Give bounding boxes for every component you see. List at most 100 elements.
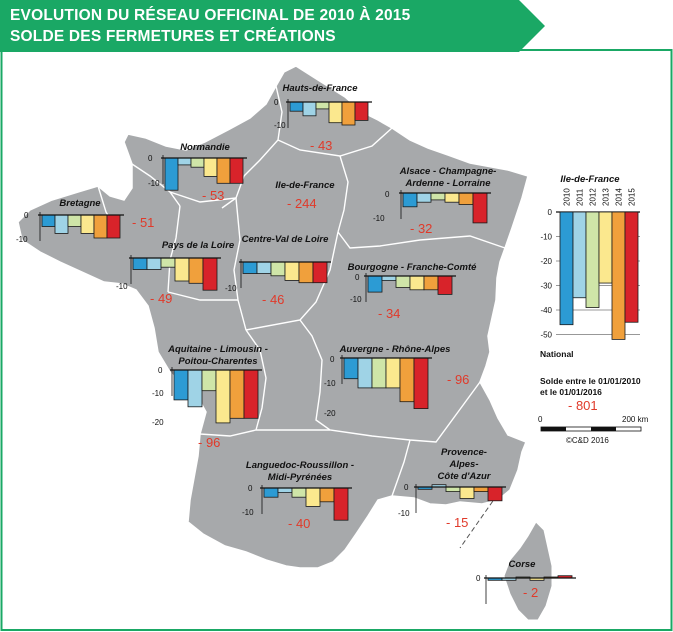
bar-2014 (229, 369, 245, 419)
region-total: - 32 (410, 221, 432, 236)
region-label: Provence- (441, 447, 487, 458)
region-label: Hauts-de-France (283, 83, 359, 94)
tick-label: -10 (373, 214, 385, 223)
tick-label: -10 (242, 508, 254, 517)
region-label: Ile-de-France (275, 180, 335, 191)
region-corse: Corse 0 - 2 (476, 559, 576, 604)
bar-2013 (328, 101, 343, 124)
year-label-2010: 2010 (563, 188, 572, 206)
bar-2013 (80, 214, 95, 234)
region-label: Côte d'Azur (438, 471, 492, 482)
region-label: Alpes- (448, 459, 478, 470)
national-text-line2: et le 01/01/2016 (540, 387, 602, 397)
tick-label: 0 (24, 211, 29, 220)
bar-2015 (472, 192, 488, 224)
region-label: Alsace - Champagne- (399, 166, 497, 177)
year-label-2014: 2014 (615, 188, 624, 206)
bar-2012 (315, 101, 330, 110)
region-normandie: Normandie 0 -10 - 53 (148, 142, 247, 203)
tick-label: 0 (404, 483, 409, 492)
tick-label: -20 (324, 409, 336, 418)
idf-bar-2015 (624, 211, 639, 323)
region-ile-de-france-small: Ile-de-France - 244 (275, 180, 335, 211)
region-label: Normandie (180, 142, 230, 153)
title-line-2: SOLDE DES FERMETURES ET CRÉATIONS (10, 28, 336, 45)
tick-label: 0 (274, 98, 279, 107)
idf-tick-label: -30 (540, 282, 552, 291)
idf-bar-2011 (572, 211, 587, 299)
region-aquitaine: Aquitaine - Limousin -Poitou-Charentes 0 -… (152, 344, 268, 450)
bar-2011 (256, 261, 272, 274)
idf-chart: Ile-de-France 2010 2011 2012 2013 2014 2015 0 -1… (540, 174, 640, 340)
idf-bar-2014 (611, 211, 626, 340)
tick-label: 0 (148, 154, 153, 163)
national-text-line1: Solde entre le 01/01/2010 (540, 376, 641, 386)
region-total: - 49 (150, 291, 172, 306)
bar-2012 (395, 275, 411, 288)
idf-bar-2013 (598, 211, 613, 284)
bar-2014 (93, 214, 108, 239)
tick-label: -20 (152, 418, 164, 427)
idf-bar-2012 (585, 211, 600, 308)
region-label: Poitou-Charentes (178, 356, 257, 367)
region-total: - 96 (447, 372, 469, 387)
region-total: - 40 (288, 516, 310, 531)
bar-2013 (203, 157, 218, 177)
tick-label: -10 (16, 235, 28, 244)
title-band (0, 0, 545, 52)
region-total: - 15 (446, 515, 468, 530)
title-line-1: EVOLUTION DU RÉSEAU OFFICINAL DE 2010 À … (10, 7, 411, 24)
region-label: Bretagne (59, 198, 101, 209)
region-total: - 244 (287, 196, 317, 211)
bar-2012 (430, 192, 446, 201)
region-label: Pays de la Loire (162, 240, 235, 251)
region-borders (97, 85, 506, 497)
year-label-2011: 2011 (576, 188, 585, 206)
bar-2015 (333, 487, 349, 521)
tick-label: 0 (476, 574, 481, 583)
region-label: Corse (509, 559, 537, 570)
bar-2010 (343, 357, 359, 380)
bar-2014 (399, 357, 415, 403)
bar-2012 (270, 261, 286, 277)
bar-2015 (413, 357, 429, 409)
bar-2012 (201, 369, 217, 392)
idf-chart-title: Ile-de-France (560, 174, 620, 185)
bar-2010 (402, 192, 418, 208)
bar-2013 (444, 192, 460, 203)
tick-label: -10 (324, 379, 336, 388)
scale-bar (540, 426, 642, 432)
bar-2013 (459, 486, 475, 499)
region-total: - 51 (132, 215, 154, 230)
bar-2015 (106, 214, 121, 239)
region-label: Bourgogne - Franche-Comté (348, 262, 477, 273)
bar-2014 (188, 257, 204, 284)
region-alsace: Alsace - Champagne-Ardenne - Lorraine 0 -1… (373, 166, 496, 236)
bar-2011 (177, 157, 192, 166)
bar-2010 (41, 214, 56, 227)
tick-label: -10 (225, 284, 237, 293)
region-label: Midi-Pyrénées (268, 472, 332, 483)
bar-2012 (67, 214, 82, 227)
bar-2010 (164, 157, 179, 191)
bar-2013 (305, 487, 321, 507)
corsica-island (503, 521, 553, 621)
region-label: Languedoc-Roussillon - (246, 460, 354, 471)
region-auvergne: Auvergne - Rhône-Alpes 0 -10 -20 - 96 (324, 344, 469, 418)
region-label: Aquitaine - Limousin - (167, 344, 268, 355)
scale-label-left: 0 (538, 415, 543, 424)
map-credit: ©C&D 2016 (566, 436, 609, 445)
bar-2013 (174, 257, 190, 282)
bar-2014 (216, 157, 231, 184)
region-label: Centre-Val de Loire (242, 234, 329, 245)
bar-2015 (437, 275, 453, 295)
bar-2014 (458, 192, 474, 205)
bar-2015 (202, 257, 218, 291)
bar-2013 (284, 261, 300, 281)
tick-label: -10 (148, 179, 160, 188)
bar-2013 (409, 275, 425, 291)
region-bretagne: Bretagne 0 -10 - 51 (16, 198, 154, 244)
